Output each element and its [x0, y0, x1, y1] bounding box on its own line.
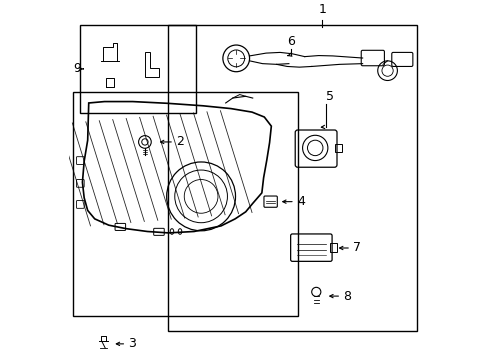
Bar [330, 243, 337, 252]
Text: 4: 4 [297, 195, 305, 208]
Text: 2: 2 [176, 135, 184, 148]
Text: 6: 6 [287, 35, 294, 48]
Text: 1: 1 [318, 3, 326, 16]
Text: 8: 8 [343, 289, 351, 303]
Text: 5: 5 [326, 90, 334, 103]
Text: 7: 7 [353, 242, 361, 255]
Text: 9: 9 [73, 62, 81, 75]
Bar [335, 144, 343, 152]
Text: 3: 3 [128, 337, 136, 350]
